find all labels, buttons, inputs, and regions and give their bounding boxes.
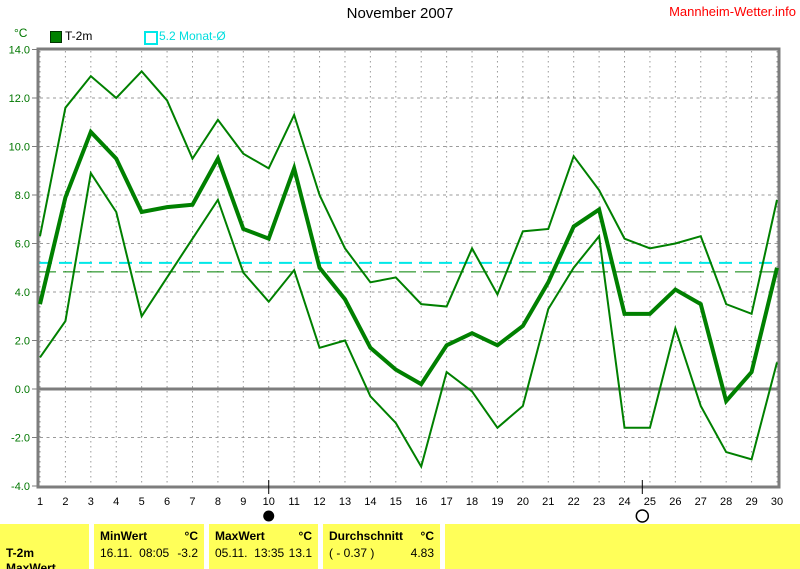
- x-axis-label: 15: [390, 496, 402, 508]
- series-line-min: [39, 170, 778, 470]
- max-unit: °C: [298, 529, 312, 543]
- y-axis-label: 6.0: [15, 239, 30, 251]
- stats-row-label-cell: T-2m MaxWert: [0, 524, 89, 569]
- y-axis-unit-label: °C: [14, 26, 28, 40]
- x-axis-label: 9: [240, 496, 246, 508]
- stats-table: T-2m MaxWert MinWert °C 16.11. 08:05 -3.2 …: [0, 524, 800, 569]
- x-axis-label: 10: [263, 496, 275, 508]
- y-axis-label: -4.0: [11, 481, 30, 493]
- x-axis-label: 13: [339, 496, 351, 508]
- x-axis-label: 3: [88, 496, 94, 508]
- x-axis-label: 28: [720, 496, 732, 508]
- x-axis-label: 29: [745, 496, 757, 508]
- full-moon-icon: [635, 509, 650, 523]
- avg-value: 4.83: [410, 546, 434, 560]
- x-axis-label: 7: [189, 496, 195, 508]
- site-link[interactable]: Mannheim-Wetter.info: [669, 4, 796, 19]
- series-line-max: [39, 69, 778, 316]
- y-axis-label: 12.0: [9, 93, 30, 105]
- stats-max-cell: MaxWert °C 05.11. 13:35 13.1: [209, 524, 318, 569]
- x-axis-label: 24: [618, 496, 630, 508]
- x-axis-label: 8: [215, 496, 221, 508]
- y-axis-label: 0.0: [15, 384, 30, 396]
- stats-partial-row-label: MaxWert: [6, 561, 56, 569]
- avg-header: Durchschnitt: [329, 529, 404, 543]
- x-axis-label: 4: [113, 496, 119, 508]
- min-header: MinWert: [100, 529, 148, 543]
- x-axis-label: 5: [139, 496, 145, 508]
- x-axis-label: 14: [364, 496, 376, 508]
- x-axis-label: 19: [491, 496, 503, 508]
- min-unit: °C: [184, 529, 198, 543]
- max-datetime: 05.11. 13:35: [215, 546, 285, 560]
- max-header: MaxWert: [215, 529, 265, 543]
- x-axis-label: 25: [644, 496, 656, 508]
- y-axis-label: -2.0: [11, 433, 30, 445]
- x-axis-label: 11: [288, 496, 299, 508]
- x-axis-label: 1: [37, 496, 43, 508]
- y-axis-label: 2.0: [15, 336, 30, 348]
- avg-deviation: ( - 0.37 ): [329, 546, 375, 560]
- y-axis-label: 4.0: [15, 287, 30, 299]
- stats-avg-cell: Durchschnitt °C ( - 0.37 ) 4.83: [323, 524, 440, 569]
- legend-label-t2m: T-2m: [65, 29, 93, 43]
- stats-min-cell: MinWert °C 16.11. 08:05 -3.2: [94, 524, 204, 569]
- y-axis-label: 10.0: [9, 142, 30, 154]
- new-moon-icon: [263, 510, 275, 522]
- temperature-line-chart: 14.012.010.08.06.04.02.00.0-2.0-4.01 2 3 4 5…: [9, 45, 783, 523]
- max-value: 13.1: [288, 546, 312, 560]
- x-axis-label: 22: [568, 496, 580, 508]
- series-line-mean: [38, 128, 779, 406]
- x-axis-label: 21: [542, 496, 554, 508]
- x-axis-label: 23: [593, 496, 605, 508]
- x-axis-label: 18: [466, 496, 478, 508]
- min-datetime: 16.11. 08:05: [100, 546, 170, 560]
- x-axis-label: 16: [415, 496, 427, 508]
- x-axis-label: 12: [313, 496, 325, 508]
- avg-unit: °C: [420, 529, 434, 543]
- x-axis-label: 27: [695, 496, 707, 508]
- x-axis-label: 6: [164, 496, 170, 508]
- y-axis-label: 8.0: [15, 190, 30, 202]
- x-axis-label: 20: [517, 496, 529, 508]
- legend-label-monthly-average: 5.2 Monat-Ø: [159, 29, 226, 43]
- stats-row-label: T-2m: [6, 546, 35, 560]
- x-axis-label: 30: [771, 496, 783, 508]
- x-axis-label: 17: [440, 496, 452, 508]
- x-axis-label: 2: [62, 496, 68, 508]
- legend-swatch-monthly-average: [144, 31, 158, 45]
- stats-empty-cell: [445, 524, 800, 569]
- min-value: -3.2: [177, 546, 198, 560]
- page-title: November 2007: [346, 5, 454, 22]
- y-axis-label: 14.0: [9, 45, 30, 57]
- x-axis-label: 26: [669, 496, 681, 508]
- legend-swatch-t2m: [50, 31, 62, 43]
